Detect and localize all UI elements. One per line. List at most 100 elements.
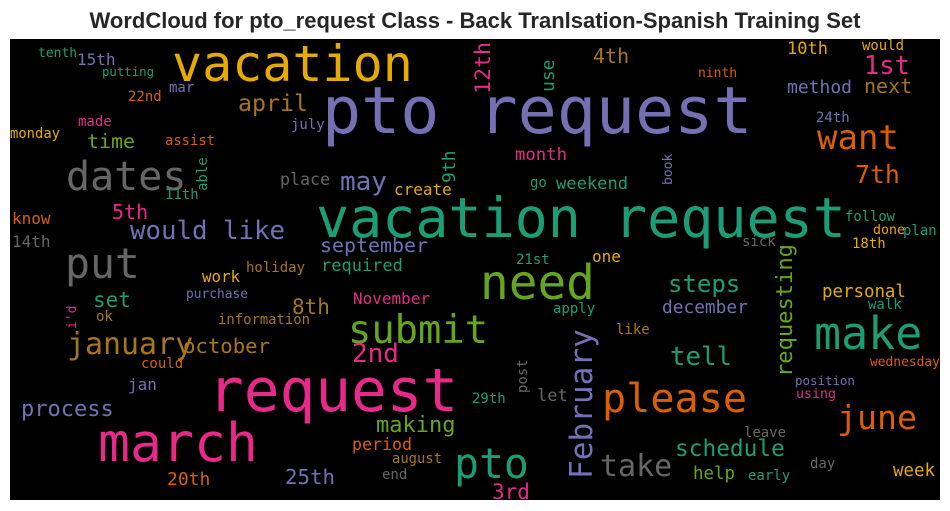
word-set: set xyxy=(93,288,131,312)
chart-title: WordCloud for pto_request Class - Back T… xyxy=(89,8,861,33)
word-10th: 10th xyxy=(787,39,828,59)
word-8th: 8th xyxy=(292,295,330,319)
word-using: using xyxy=(796,387,836,402)
word-walk: walk xyxy=(868,297,902,313)
word-holiday: holiday xyxy=(246,260,306,276)
word-7th: 7th xyxy=(855,160,900,189)
word-may: may xyxy=(340,167,387,197)
word-12th: 12th xyxy=(471,42,496,94)
word-making: making xyxy=(376,413,456,438)
word-please: please xyxy=(602,376,748,422)
word-9th: 9th xyxy=(439,150,460,183)
word-early: early xyxy=(748,468,791,484)
word-need: need xyxy=(480,256,595,311)
word-method: method xyxy=(787,77,853,98)
word-tell: tell xyxy=(670,342,732,372)
word-4th: 4th xyxy=(593,44,630,68)
word-plan: plan xyxy=(903,223,937,239)
word-december: december xyxy=(662,297,748,318)
word-11th: 11th xyxy=(165,187,199,203)
word-let: let xyxy=(537,386,568,406)
word-request: request xyxy=(208,357,459,426)
word-make: make xyxy=(814,307,923,360)
word-vacation-request: vacation request xyxy=(316,186,846,250)
word-able: able xyxy=(195,157,211,191)
word-time: time xyxy=(87,130,135,153)
word-14th: 14th xyxy=(12,232,51,251)
word-follow: follow xyxy=(845,209,896,225)
word-would-like: would like xyxy=(130,216,286,246)
word-book: book xyxy=(661,154,676,186)
word-june: june xyxy=(837,398,917,437)
word-know: know xyxy=(12,209,51,228)
word-one: one xyxy=(592,247,621,266)
word-vacation: vacation xyxy=(172,39,413,93)
word-putting: putting xyxy=(102,65,155,79)
word-end: end xyxy=(382,467,408,483)
word-pto: pto xyxy=(454,440,529,488)
word-assist: assist xyxy=(165,133,216,149)
word-pto-request: pto request xyxy=(322,74,753,149)
word-july: july xyxy=(291,117,325,133)
word-made: made xyxy=(78,114,112,130)
word-like: like xyxy=(616,322,650,338)
word-leave: leave xyxy=(744,425,786,441)
word-purchase: purchase xyxy=(186,287,248,302)
word-week: week xyxy=(893,461,935,481)
word-18th: 18th xyxy=(852,236,886,252)
word-april: april xyxy=(238,90,308,117)
word-create: create xyxy=(394,180,452,199)
word-post: post xyxy=(515,359,531,393)
word-information: information xyxy=(218,312,310,328)
word-period: period xyxy=(352,435,412,454)
word-september: september xyxy=(320,234,428,257)
word-required: required xyxy=(321,256,403,276)
word-help: help xyxy=(693,464,735,484)
word-day: day xyxy=(810,456,836,472)
word-5th: 5th xyxy=(112,200,149,224)
word-ok: ok xyxy=(96,309,113,325)
word-february: February xyxy=(564,329,600,479)
word-20th: 20th xyxy=(167,469,211,490)
word-november: November xyxy=(353,289,431,308)
word-go: go xyxy=(530,175,547,191)
word-march: march xyxy=(98,412,259,474)
word-work: work xyxy=(202,267,240,286)
word-24th: 24th xyxy=(816,110,850,126)
word-position: position xyxy=(795,373,855,388)
word-requesting: requesting xyxy=(772,244,798,377)
word-weekend: weekend xyxy=(556,174,629,194)
word-29th: 29th xyxy=(472,391,506,407)
word-done: done xyxy=(873,223,905,238)
word-schedule: schedule xyxy=(675,436,785,462)
word-want: want xyxy=(817,118,899,158)
wordcloud-canvas: pto request vacation request request vacati… xyxy=(10,39,940,500)
word-wednesday: wednesday xyxy=(870,355,940,370)
word-1st: 1st xyxy=(864,50,910,80)
word-mar: mar xyxy=(169,80,195,96)
word-personal: personal xyxy=(822,282,906,302)
word-25th: 25th xyxy=(285,465,335,489)
word-month: month xyxy=(515,145,567,165)
word-process: process xyxy=(21,397,114,422)
word-ninth: ninth xyxy=(698,66,738,81)
word-place: place xyxy=(280,170,330,189)
word-take: take xyxy=(600,449,673,484)
word-next: next xyxy=(864,74,913,98)
word-2nd: 2nd xyxy=(352,339,399,369)
word-could: could xyxy=(141,356,184,372)
word-october: october xyxy=(183,334,271,358)
word-put: put xyxy=(65,240,140,288)
word-august: august xyxy=(392,451,443,467)
word-22nd: 22nd xyxy=(128,89,162,105)
word-monday: monday xyxy=(10,126,61,142)
word-would: would xyxy=(862,39,904,54)
word-january: january xyxy=(67,327,194,362)
word-21st: 21st xyxy=(516,252,550,268)
word-submit: submit xyxy=(348,308,489,353)
word-tenth: tenth xyxy=(38,46,78,61)
word-15th: 15th xyxy=(77,50,116,69)
word-3rd: 3rd xyxy=(492,480,530,500)
word-apply: apply xyxy=(553,301,596,317)
word-dates: dates xyxy=(66,154,187,200)
